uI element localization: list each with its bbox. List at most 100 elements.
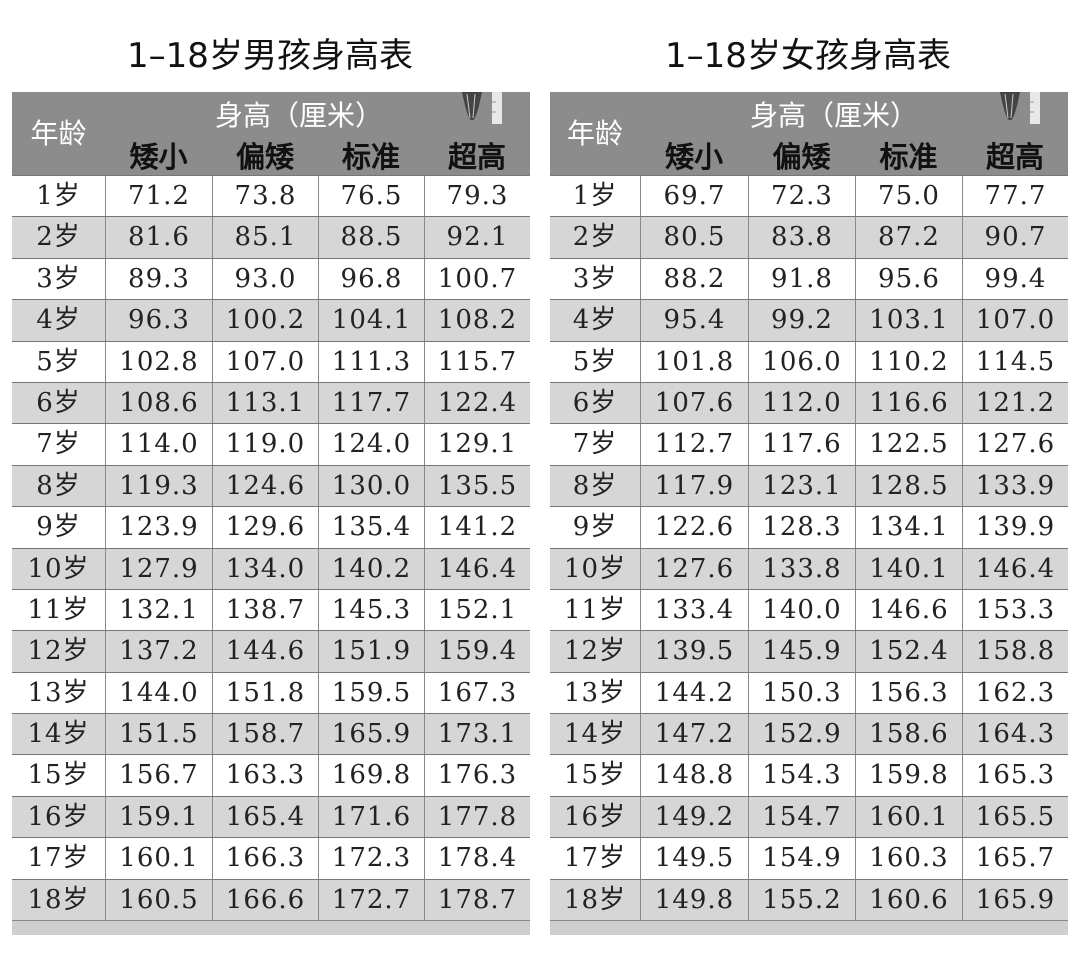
- height-value-cell: 148.8: [640, 755, 748, 796]
- height-value-cell: 122.5: [855, 424, 962, 465]
- table-row: 1岁 71.2 73.8 76.5 79.3: [12, 175, 530, 217]
- height-value-cell: 150.3: [748, 672, 855, 714]
- height-value-cell: 165.9: [962, 879, 1068, 921]
- height-value-cell: 116.6: [855, 382, 962, 424]
- height-value-cell: 114.5: [962, 341, 1068, 382]
- height-value-cell: 110.2: [855, 341, 962, 382]
- height-value-cell: 100.7: [424, 258, 530, 300]
- height-value-cell: 146.6: [855, 589, 962, 631]
- height-value-cell: 77.7: [962, 176, 1068, 217]
- age-cell: 13岁: [27, 677, 90, 708]
- age-cell: 13岁: [563, 677, 627, 708]
- column-header: 矮小: [664, 140, 723, 174]
- height-value-cell: 108.2: [424, 300, 530, 341]
- height-value-cell: 108.6: [105, 382, 212, 424]
- table-row: 17岁 160.1 166.3 172.3 178.4: [12, 837, 530, 879]
- table-row: 11岁 133.4 140.0 146.6 153.3: [550, 588, 1068, 631]
- height-value-cell: 117.9: [640, 465, 748, 507]
- height-value-cell: 89.3: [105, 258, 212, 300]
- height-value-cell: 159.5: [318, 672, 424, 714]
- height-value-cell: 123.1: [748, 465, 855, 507]
- height-value-cell: 152.1: [424, 589, 530, 631]
- height-value-cell: 88.2: [640, 258, 748, 300]
- height-value-cell: 172.3: [318, 838, 424, 879]
- height-value-cell: 133.4: [640, 589, 748, 631]
- height-value-cell: 135.5: [424, 465, 530, 507]
- table-row: 13岁 144.2 150.3 156.3 162.3: [550, 671, 1068, 714]
- height-value-cell: 159.1: [105, 796, 212, 838]
- age-cell: 10岁: [563, 553, 627, 584]
- height-value-cell: 146.4: [424, 548, 530, 589]
- age-cell: 9岁: [572, 512, 618, 543]
- height-value-cell: 160.6: [855, 879, 962, 921]
- height-value-cell: 85.1: [212, 217, 318, 258]
- height-value-cell: 102.8: [105, 341, 212, 382]
- height-value-cell: 124.0: [318, 424, 424, 465]
- height-value-cell: 103.1: [855, 300, 962, 341]
- height-value-cell: 156.7: [105, 755, 212, 796]
- column-header: 矮小: [129, 140, 188, 174]
- height-value-cell: 151.5: [105, 714, 212, 755]
- height-value-cell: 139.5: [640, 631, 748, 672]
- height-value-cell: 128.3: [748, 507, 855, 548]
- height-value-cell: 129.6: [212, 507, 318, 548]
- table-row: 15岁 156.7 163.3 169.8 176.3: [12, 754, 530, 796]
- height-value-cell: 159.8: [855, 755, 962, 796]
- height-value-cell: 152.9: [748, 714, 855, 755]
- height-value-cell: 133.8: [748, 548, 855, 589]
- table-row: 18岁 149.8 155.2 160.6 165.9: [550, 878, 1068, 921]
- age-cell: 6岁: [572, 387, 618, 418]
- height-value-cell: 160.3: [855, 838, 962, 879]
- height-value-cell: 95.6: [855, 258, 962, 300]
- table-row: 8岁 117.9 123.1 128.5 133.9: [550, 464, 1068, 507]
- height-value-cell: 133.9: [962, 465, 1068, 507]
- height-value-cell: 137.2: [105, 631, 212, 672]
- height-value-cell: 151.8: [212, 672, 318, 714]
- table-row: 14岁 147.2 152.9 158.6 164.3: [550, 713, 1068, 755]
- height-value-cell: 90.7: [962, 217, 1068, 258]
- height-value-cell: 107.0: [962, 300, 1068, 341]
- height-value-cell: 158.7: [212, 714, 318, 755]
- height-value-cell: 100.2: [212, 300, 318, 341]
- height-value-cell: 114.0: [105, 424, 212, 465]
- height-value-cell: 106.0: [748, 341, 855, 382]
- table-row: 12岁 137.2 144.6 151.9 159.4: [12, 630, 530, 672]
- table-row: 8岁 119.3 124.6 130.0 135.5: [12, 464, 530, 507]
- height-value-cell: 99.4: [962, 258, 1068, 300]
- age-cell: 9岁: [36, 512, 81, 543]
- height-value-cell: 144.0: [105, 672, 212, 714]
- table-row: 5岁 102.8 107.0 111.3 115.7: [12, 340, 530, 382]
- height-value-cell: 87.2: [855, 217, 962, 258]
- age-cell: 8岁: [572, 470, 618, 501]
- age-cell: 18岁: [563, 884, 627, 915]
- age-cell: 12岁: [563, 636, 627, 667]
- table-header: 年龄 身高（厘米） 矮小 偏矮 标准 超高: [550, 92, 1068, 175]
- height-value-cell: 144.2: [640, 672, 748, 714]
- age-cell: 17岁: [563, 843, 627, 874]
- table-row: 16岁 149.2 154.7 160.1 165.5: [550, 795, 1068, 838]
- age-cell: 11岁: [563, 594, 627, 625]
- table-row: 6岁 108.6 113.1 117.7 122.4: [12, 381, 530, 424]
- height-value-cell: 127.6: [640, 548, 748, 589]
- height-value-cell: 152.4: [855, 631, 962, 672]
- height-value-cell: 167.3: [424, 672, 530, 714]
- height-value-cell: 166.3: [212, 838, 318, 879]
- height-value-cell: 80.5: [640, 217, 748, 258]
- age-cell: 7岁: [572, 429, 618, 460]
- height-value-cell: 165.3: [962, 755, 1068, 796]
- column-header: 偏矮: [235, 140, 294, 174]
- column-header: 标准: [879, 140, 938, 174]
- table-row: 2岁 80.5 83.8 87.2 90.7: [550, 216, 1068, 258]
- age-cell: 15岁: [563, 760, 627, 791]
- height-value-cell: 154.3: [748, 755, 855, 796]
- table-row: 9岁 123.9 129.6 135.4 141.2: [12, 506, 530, 548]
- age-cell: 2岁: [572, 222, 618, 253]
- height-value-cell: 149.8: [640, 879, 748, 921]
- table-row: 18岁 160.5 166.6 172.7 178.7: [12, 878, 530, 921]
- table-row: 15岁 148.8 154.3 159.8 165.3: [550, 754, 1068, 796]
- age-cell: 12岁: [27, 636, 90, 667]
- height-value-cell: 140.1: [855, 548, 962, 589]
- column-header: 标准: [341, 140, 400, 174]
- age-header: 年龄: [30, 117, 87, 150]
- column-header: 偏矮: [772, 140, 831, 174]
